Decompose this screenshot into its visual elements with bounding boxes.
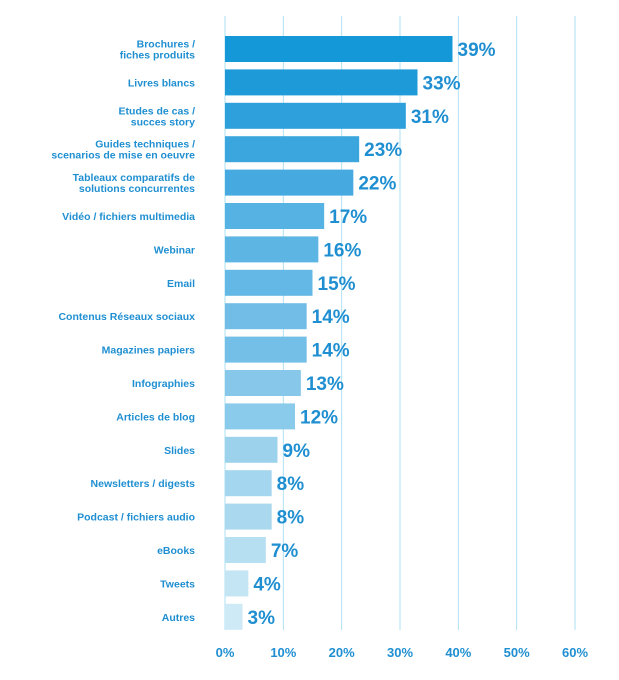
category-label: Podcast / fichiers audio <box>77 512 195 524</box>
value-label: 22% <box>358 174 396 195</box>
category-label-line: scenarios de mise en oeuvre <box>51 150 195 162</box>
value-label: 14% <box>312 307 350 328</box>
x-tick-label: 40% <box>445 645 471 660</box>
bar <box>225 370 301 396</box>
category-label: Newsletters / digests <box>91 478 196 490</box>
category-label-line: Webinar <box>154 244 195 256</box>
bar <box>225 470 272 497</box>
x-axis-tick-labels: 0% 10% 20% 30% 40% 50% 60% <box>216 645 589 660</box>
bar <box>225 503 272 530</box>
category-label-line: Autres <box>162 612 195 624</box>
category-label-line: Livres blancs <box>128 77 195 89</box>
x-tick-label: 20% <box>329 645 355 660</box>
category-label-line: Brochures / <box>137 39 195 51</box>
value-label: 12% <box>300 407 338 428</box>
category-label: Tableaux comparatifs de solutions concurr… <box>73 172 196 195</box>
bar <box>225 203 325 229</box>
value-label: 14% <box>312 341 350 362</box>
category-label-line: Etudes de cas / <box>119 105 196 117</box>
category-label: Infographies <box>132 378 195 390</box>
value-label: 8% <box>277 474 305 495</box>
bar <box>225 136 360 163</box>
category-label-line: Magazines papiers <box>102 345 196 357</box>
category-label: Livres blancs <box>128 77 195 89</box>
category-label: Guides techniques / scenarios de mise en … <box>51 139 195 162</box>
category-label-line: eBooks <box>157 545 195 557</box>
category-label: Webinar <box>154 244 195 256</box>
category-label: Brochures / fiches produits <box>120 39 195 62</box>
bar <box>225 603 243 630</box>
bars <box>225 36 453 630</box>
category-label: Contenus Réseaux sociaux <box>58 311 195 323</box>
value-label: 7% <box>271 541 299 562</box>
value-label: 23% <box>364 140 402 161</box>
category-label-line: Email <box>167 278 195 290</box>
value-label: 3% <box>248 608 276 629</box>
bar <box>225 69 418 96</box>
bar <box>225 269 313 296</box>
bar <box>225 36 453 62</box>
category-label-line: fiches produits <box>120 50 195 62</box>
category-label-line: Vidéo / fichiers multimedia <box>62 211 195 223</box>
category-label: Magazines papiers <box>102 345 196 357</box>
value-label: 39% <box>458 40 496 61</box>
category-label: Etudes de cas / succes story <box>119 105 196 128</box>
value-label: 13% <box>306 374 344 395</box>
category-label-line: Contenus Réseaux sociaux <box>58 311 195 323</box>
value-label: 9% <box>283 441 311 462</box>
bar <box>225 570 249 597</box>
value-labels: 39% 33% 31% 23% 22% 17% 16% 15% 14% 14% 13% 12% 9% 8%… <box>248 40 496 629</box>
value-label: 15% <box>318 274 356 295</box>
category-label-line: Guides techniques / <box>95 139 195 151</box>
value-label: 31% <box>411 107 449 128</box>
category-label: Autres <box>162 612 195 624</box>
bar <box>225 102 406 129</box>
category-label: Vidéo / fichiers multimedia <box>62 211 195 223</box>
bar <box>225 169 354 196</box>
value-label: 17% <box>329 207 367 228</box>
category-label-line: Tableaux comparatifs de <box>73 172 196 184</box>
x-tick-label: 30% <box>387 645 413 660</box>
x-tick-label: 60% <box>562 645 588 660</box>
bar <box>225 303 307 330</box>
category-label-line: succes story <box>131 116 195 128</box>
category-label-line: Infographies <box>132 378 195 390</box>
bar <box>225 336 307 363</box>
category-label-line: Tweets <box>160 578 195 590</box>
value-label: 33% <box>423 73 461 94</box>
x-tick-label: 50% <box>504 645 530 660</box>
category-labels: Brochures / fiches produits Livres blancs E… <box>51 39 195 624</box>
category-label-line: Newsletters / digests <box>91 478 196 490</box>
bar <box>225 537 266 563</box>
category-label: eBooks <box>157 545 195 557</box>
category-label-line: Slides <box>164 445 195 457</box>
bar <box>225 436 278 463</box>
category-label: Articles de blog <box>116 411 195 423</box>
x-tick-label: 0% <box>216 645 235 660</box>
x-tick-label: 10% <box>270 645 296 660</box>
value-label: 4% <box>253 574 281 595</box>
category-label: Tweets <box>160 578 195 590</box>
category-label-line: Podcast / fichiers audio <box>77 512 195 524</box>
value-label: 8% <box>277 508 305 529</box>
bar <box>225 403 295 430</box>
category-label: Email <box>167 278 195 290</box>
bar <box>225 236 319 263</box>
category-label-line: Articles de blog <box>116 411 195 423</box>
category-label-line: solutions concurrentes <box>79 183 195 195</box>
value-label: 16% <box>323 240 361 261</box>
category-label: Slides <box>164 445 195 457</box>
